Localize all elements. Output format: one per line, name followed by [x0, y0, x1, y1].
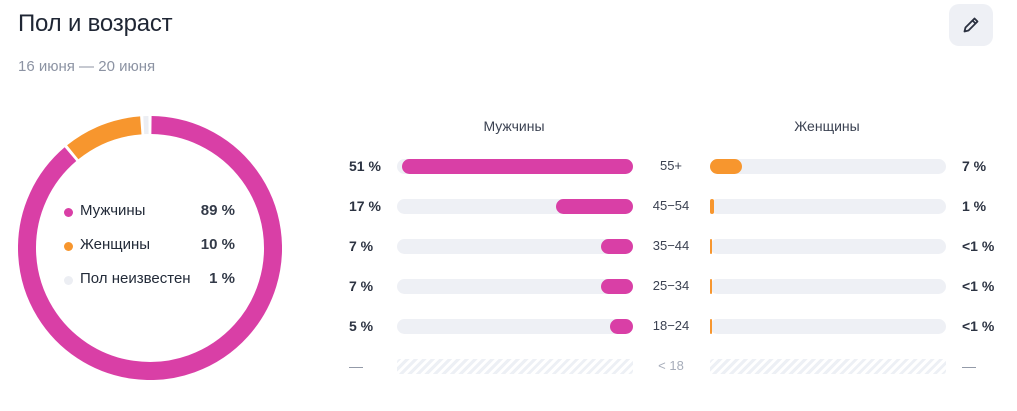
female-bar — [710, 279, 712, 294]
female-percent-label: <1 % — [962, 278, 995, 294]
male-percent-label: — — [349, 358, 363, 374]
legend-dot-female — [64, 242, 73, 251]
male-bar-track — [397, 279, 633, 294]
male-bar-track — [397, 239, 633, 254]
female-bar-track — [710, 159, 946, 174]
male-percent-label: 51 % — [349, 158, 381, 174]
male-bar — [402, 159, 633, 174]
female-bar — [710, 159, 742, 174]
date-range: 16 июня — 20 июня — [18, 58, 156, 75]
legend-label: Мужчины — [80, 202, 146, 219]
male-percent-label: 5 % — [349, 318, 374, 334]
female-bar-track — [710, 199, 946, 214]
age-row: 51 % 55+ 7 % — [0, 158, 1017, 178]
donut-segment-female — [67, 116, 142, 160]
female-percent-label: <1 % — [962, 238, 995, 254]
legend-value: 1 % — [209, 270, 235, 287]
female-bar-track — [710, 239, 946, 254]
male-bar-track — [397, 319, 633, 334]
male-percent-label: 7 % — [349, 278, 374, 294]
male-percent-label: 7 % — [349, 238, 374, 254]
female-bar — [710, 239, 712, 254]
legend-item-unknown: Пол неизвестен 1 % — [64, 269, 239, 303]
age-row: 7 % 35−44 <1 % — [0, 238, 1017, 258]
age-row: 5 % 18−24 <1 % — [0, 318, 1017, 338]
legend-item-male: Мужчины 89 % — [64, 201, 239, 235]
male-bar-track — [397, 359, 633, 374]
gender-legend: Мужчины 89 % Женщины 10 % Пол неизвестен… — [64, 201, 239, 303]
age-row: 7 % 25−34 <1 % — [0, 278, 1017, 298]
gender-donut-chart — [18, 116, 282, 380]
female-bar — [710, 199, 714, 214]
female-bar-track — [710, 319, 946, 334]
female-bar — [710, 319, 712, 334]
age-label: 35−44 — [652, 238, 690, 253]
female-bar-track — [710, 279, 946, 294]
male-bar — [610, 319, 633, 334]
page-title: Пол и возраст — [18, 10, 173, 37]
female-percent-label: 7 % — [962, 158, 987, 174]
male-percent-label: 17 % — [349, 198, 381, 214]
age-label: 55+ — [659, 158, 683, 173]
male-bar-track — [397, 159, 633, 174]
age-label: 18−24 — [652, 318, 690, 333]
male-bar — [556, 199, 633, 214]
age-label: 45−54 — [652, 198, 690, 213]
age-row: 17 % 45−54 1 % — [0, 198, 1017, 218]
edit-button[interactable] — [949, 4, 993, 46]
legend-value: 89 % — [200, 202, 235, 219]
legend-dot-male — [64, 208, 73, 217]
female-percent-label: 1 % — [962, 198, 987, 214]
column-header-male: Мужчины — [483, 118, 545, 134]
legend-label: Женщины — [80, 236, 151, 253]
legend-dot-unknown — [64, 276, 73, 285]
age-label: < 18 — [658, 358, 684, 373]
column-header-female: Женщины — [794, 118, 860, 134]
female-percent-label: <1 % — [962, 318, 995, 334]
male-bar-track — [397, 199, 633, 214]
female-bar-track — [710, 359, 946, 374]
legend-item-female: Женщины 10 % — [64, 235, 239, 269]
age-row: — < 18 — — [0, 358, 1017, 378]
legend-value: 10 % — [200, 236, 235, 253]
male-bar — [601, 239, 633, 254]
male-bar — [601, 279, 633, 294]
legend-label: Пол неизвестен — [80, 270, 191, 287]
pencil-icon — [963, 17, 979, 33]
female-percent-label: — — [962, 358, 976, 374]
donut-segment-male — [18, 116, 282, 380]
age-label: 25−34 — [652, 278, 690, 293]
